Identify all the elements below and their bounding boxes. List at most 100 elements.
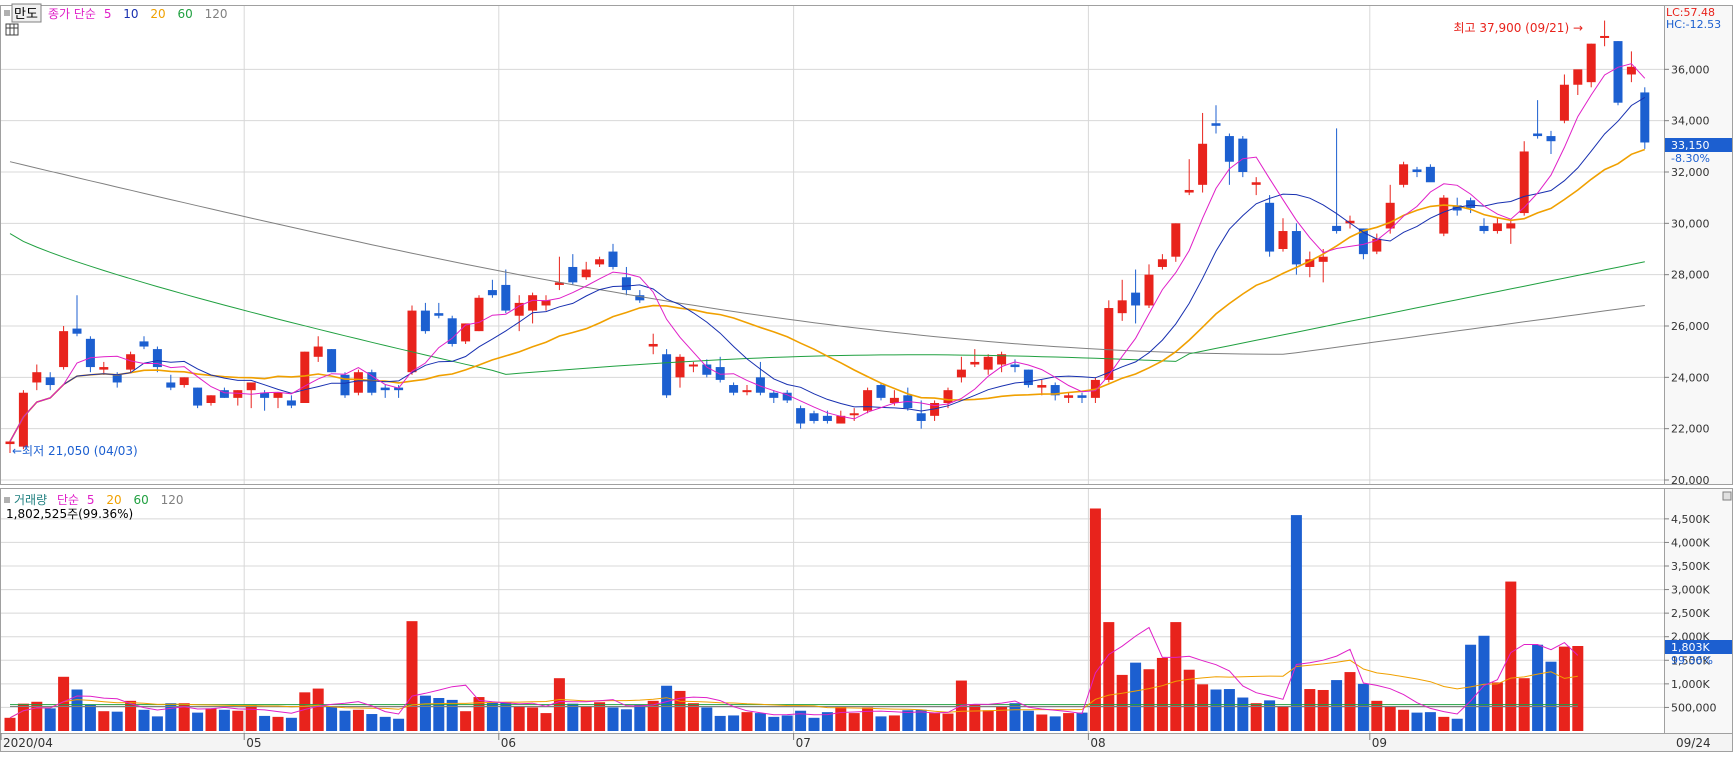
volume-bar <box>701 707 713 731</box>
volume-bar <box>567 703 579 731</box>
vol-legend-ma120: 120 <box>161 493 184 507</box>
candle-body <box>300 351 310 403</box>
volume-panel-menu-icon[interactable] <box>4 497 10 503</box>
candle-body <box>581 269 591 278</box>
candle-body <box>809 413 819 421</box>
volume-bar <box>661 685 673 731</box>
candle-body <box>1626 66 1636 75</box>
candle-body <box>1157 259 1167 267</box>
volume-bar <box>178 703 190 731</box>
candle-body <box>273 392 283 398</box>
candle-body <box>1144 274 1154 306</box>
volume-bar <box>460 711 472 731</box>
price-legend-label: 종가 단순 <box>48 7 96 21</box>
ma5-line <box>9 63 1646 442</box>
volume-bar <box>393 718 405 731</box>
price-grid <box>1 68 1664 481</box>
volume-bar <box>125 700 137 731</box>
volume-legend-label: 거래량 <box>14 493 47 507</box>
stock-name-box[interactable] <box>11 3 42 23</box>
candle-body <box>662 354 672 396</box>
candle-body <box>1385 202 1395 229</box>
candle-body <box>474 297 484 332</box>
volume-bar <box>1344 672 1356 731</box>
candle-body <box>1291 231 1301 265</box>
volume-bar <box>768 716 780 731</box>
volume-bar <box>1478 635 1490 731</box>
volume-bar <box>1438 716 1450 731</box>
volume-bar <box>1130 662 1142 731</box>
volume-bar <box>795 710 807 731</box>
volume-bar <box>942 713 954 731</box>
panel-collapse-icon[interactable] <box>1722 491 1732 501</box>
volume-bar <box>1170 622 1182 731</box>
volume-bar <box>1076 712 1088 731</box>
candle-body <box>193 387 203 406</box>
volume-bar <box>996 706 1008 731</box>
candle-body <box>742 390 752 393</box>
candle-body <box>206 395 216 403</box>
volume-bar <box>848 713 860 731</box>
volume-bar <box>1357 683 1369 731</box>
volume-bar <box>982 710 994 731</box>
volume-bar <box>527 707 539 731</box>
volume-bar <box>728 715 740 731</box>
moving-average-lines <box>9 63 1646 442</box>
volume-bar <box>1022 710 1034 731</box>
candle-body <box>1345 220 1355 224</box>
volume-bar <box>875 716 887 731</box>
candle-body <box>1546 136 1556 142</box>
volume-bar <box>594 702 606 731</box>
volume-bar <box>647 700 659 731</box>
candle-body <box>836 415 846 424</box>
candle-body <box>528 295 538 311</box>
candle-body <box>983 356 993 370</box>
candle-body <box>1559 84 1569 121</box>
candle-body <box>1573 69 1583 85</box>
candle-body <box>367 372 377 393</box>
candle-body <box>152 349 162 368</box>
stock-name: 만도 <box>14 7 38 22</box>
volume-bar <box>1156 657 1168 731</box>
candle-body <box>1224 136 1234 162</box>
candle-body <box>1425 166 1435 183</box>
volume-bar <box>1331 680 1343 731</box>
candle-body <box>1332 225 1342 232</box>
volume-bar <box>71 689 83 731</box>
candle-body <box>219 390 229 398</box>
candle-body <box>1358 228 1368 255</box>
volume-info: 1,802,525주(99.36%) <box>6 507 133 521</box>
candle-body <box>139 341 149 347</box>
candle-body <box>1023 369 1033 386</box>
volume-bar <box>1398 709 1410 731</box>
volume-bar <box>259 715 271 731</box>
volume-bar <box>232 710 244 731</box>
candle-body <box>889 397 899 403</box>
candle-body <box>461 323 471 342</box>
date-label: 05 <box>246 736 261 750</box>
low-annotation: ←최저 21,050 (04/03) <box>12 444 138 458</box>
candle-body <box>1211 123 1221 126</box>
candle-body <box>179 377 189 386</box>
candle-body <box>1506 223 1516 229</box>
candle-body <box>85 338 95 368</box>
volume-bar <box>1237 697 1249 731</box>
candle-body <box>1492 223 1502 232</box>
price-legend: 종가 단순 5 10 20 60 120 <box>48 7 228 21</box>
price-panel-menu-icon[interactable] <box>4 10 10 16</box>
volume-bar <box>1197 684 1209 731</box>
candle-body <box>514 302 524 316</box>
volume-tick-label: 1,500K <box>1671 654 1710 667</box>
candle-body <box>1452 205 1462 211</box>
volume-tick-label: 3,000K <box>1671 584 1710 597</box>
table-toggle-icon[interactable] <box>5 23 19 36</box>
candle-body <box>246 382 256 391</box>
candle-body <box>675 356 685 378</box>
ma20-line <box>9 148 1646 442</box>
candle-body <box>769 392 779 398</box>
volume-bar <box>500 702 512 731</box>
candle-body <box>1037 385 1047 388</box>
candle-body <box>340 374 350 396</box>
candle-body <box>1238 138 1248 172</box>
